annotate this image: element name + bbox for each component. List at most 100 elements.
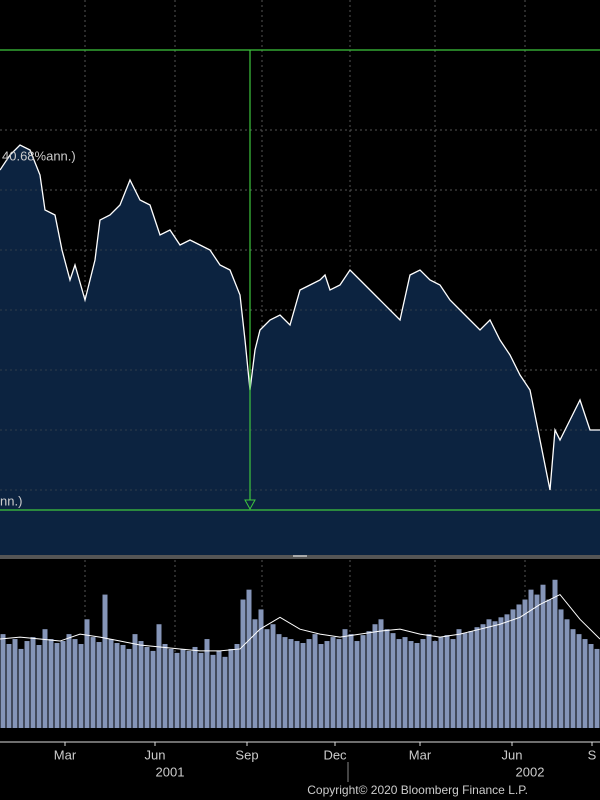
volume-bar [342,629,348,728]
volume-bar [318,644,324,728]
volume-bar [54,643,60,728]
volume-bar [426,634,432,728]
volume-bar [336,639,342,728]
volume-bar [378,619,384,728]
volume-bar [252,619,258,728]
volume-bar [150,650,156,728]
price-line [0,144,600,491]
volume-bar [42,629,48,728]
volume-bar [66,634,72,728]
volume-bar [108,639,114,728]
volume-bar [360,635,366,728]
volume-bar [480,624,486,728]
volume-bar [456,629,462,728]
volume-bar [144,646,150,728]
volume-bar [12,639,18,728]
volume-bar [192,646,198,728]
volume-bar [420,639,426,728]
volume-bar [258,609,264,728]
volume-bar [210,654,216,728]
volume-bar [408,641,414,728]
volume-bar [354,641,360,728]
x-tick-label: Sep [235,747,258,762]
volume-bar [564,619,570,728]
volume-bar [516,604,522,728]
volume-bar [102,594,108,728]
volume-bar [468,631,474,728]
volume-bar [234,644,240,728]
volume-bar [384,629,390,728]
volume-bar [486,619,492,728]
copyright: Copyright© 2020 Bloomberg Finance L.P. [307,783,528,797]
x-tick-label: Dec [323,747,347,762]
volume-bar [588,644,594,728]
volume-bar [126,648,132,728]
volume-bar [198,652,204,728]
volume-bar [276,634,282,728]
annotation: 40.68%ann.) [2,148,76,163]
volume-bar [36,644,42,728]
volume-bar [174,652,180,728]
volume-bar [246,589,252,728]
volume-bar [18,648,24,728]
volume-bar [60,641,66,728]
separator-handle [293,555,307,557]
volume-bar [402,637,408,728]
x-tick-label: Jun [502,747,523,762]
x-tick-label: Mar [409,747,432,762]
volume-bar [348,634,354,728]
volume-bar [186,650,192,728]
year-label: 2002 [516,764,545,779]
volume-bar [72,639,78,728]
volume-bar [462,633,468,728]
volume-bar [0,634,6,728]
volume-bar [540,584,546,728]
volume-bar [504,614,510,728]
volume-bar [582,639,588,728]
price-area [0,145,600,555]
x-tick-label: Jun [145,747,166,762]
volume-bar [330,637,336,728]
volume-bar [180,648,186,728]
volume-bar [300,643,306,728]
volume-bar [30,637,36,728]
volume-bar [444,635,450,728]
volume-bar [270,624,276,728]
volume-bar [264,629,270,728]
volume-bar [48,639,54,728]
volume-average [0,593,600,652]
volume-bar [528,589,534,728]
volume-bar [138,641,144,728]
volume-bar [90,637,96,728]
volume-bar [114,643,120,728]
volume-bar [366,631,372,728]
volume-bar [132,634,138,728]
volume-bar [306,639,312,728]
volume-bar [570,629,576,728]
marker-arrow [244,499,256,511]
volume-bar [450,639,456,728]
volume-bar [96,642,102,728]
volume-bar [390,633,396,728]
annotation: nn.) [0,493,22,508]
volume-bar [288,639,294,728]
volume-bar [474,627,480,728]
volume-bar [156,624,162,728]
volume-bar [438,637,444,728]
volume-bar [6,644,12,728]
volume-bar [522,599,528,728]
volume-bar [282,637,288,728]
volume-bar [78,644,84,728]
volume-bar [84,619,90,728]
volume-bar [414,643,420,728]
volume-bar [228,648,234,728]
volume-bar [294,641,300,728]
volume-bar [372,624,378,728]
volume-bar [120,644,126,728]
volume-bar [510,609,516,728]
volume-bar [552,579,558,728]
volume-bar [216,650,222,728]
year-label: 2001 [156,764,185,779]
volume-bar [432,641,438,728]
